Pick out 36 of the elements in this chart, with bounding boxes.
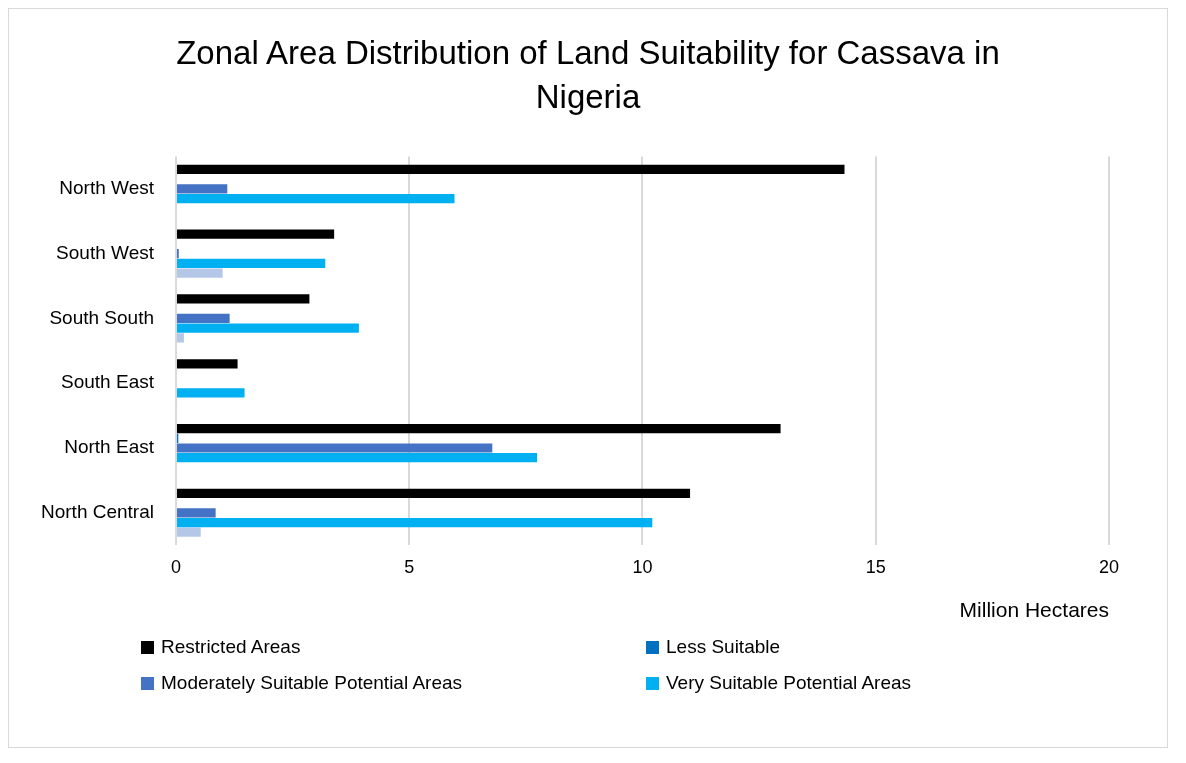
bar xyxy=(176,453,538,463)
legend-label: Less Suitable xyxy=(666,636,781,658)
bar xyxy=(176,517,653,528)
bar xyxy=(176,268,223,278)
bar xyxy=(176,333,184,343)
y-tick-label: North West xyxy=(59,177,155,199)
y-tick-label: North Central xyxy=(40,501,154,523)
bar xyxy=(176,229,335,239)
bar xyxy=(176,258,326,268)
x-tick-label: 5 xyxy=(404,556,415,577)
bar xyxy=(176,193,455,204)
x-tick-label: 15 xyxy=(865,556,886,577)
x-tick-label: 0 xyxy=(170,556,181,577)
bar xyxy=(176,508,216,518)
bar xyxy=(176,313,230,324)
x-tick-label: 10 xyxy=(632,556,653,577)
y-tick-label: South West xyxy=(56,241,155,263)
bar xyxy=(176,527,201,537)
bar xyxy=(176,164,845,174)
bar xyxy=(176,423,781,434)
bar xyxy=(176,488,691,498)
bar xyxy=(176,388,245,398)
bar xyxy=(176,359,238,369)
chart-title: Zonal Area Distribution of Land Suitability for Cassava in Nigeria xyxy=(175,33,1001,117)
legend-label: Very Suitable Potential Areas xyxy=(666,672,912,694)
y-tick-label: South South xyxy=(49,306,154,328)
x-tick-label: 20 xyxy=(1098,556,1120,577)
bar xyxy=(176,294,310,304)
legend-label: Moderately Suitable Potential Areas xyxy=(161,672,463,694)
bar xyxy=(176,184,228,194)
bar xyxy=(176,323,359,333)
bar xyxy=(176,443,493,453)
legend-label: Restricted Areas xyxy=(161,636,301,658)
y-tick-label: North East xyxy=(64,436,155,458)
y-tick-label: South East xyxy=(61,371,155,393)
x-axis-title: Million Hectares xyxy=(959,598,1109,622)
